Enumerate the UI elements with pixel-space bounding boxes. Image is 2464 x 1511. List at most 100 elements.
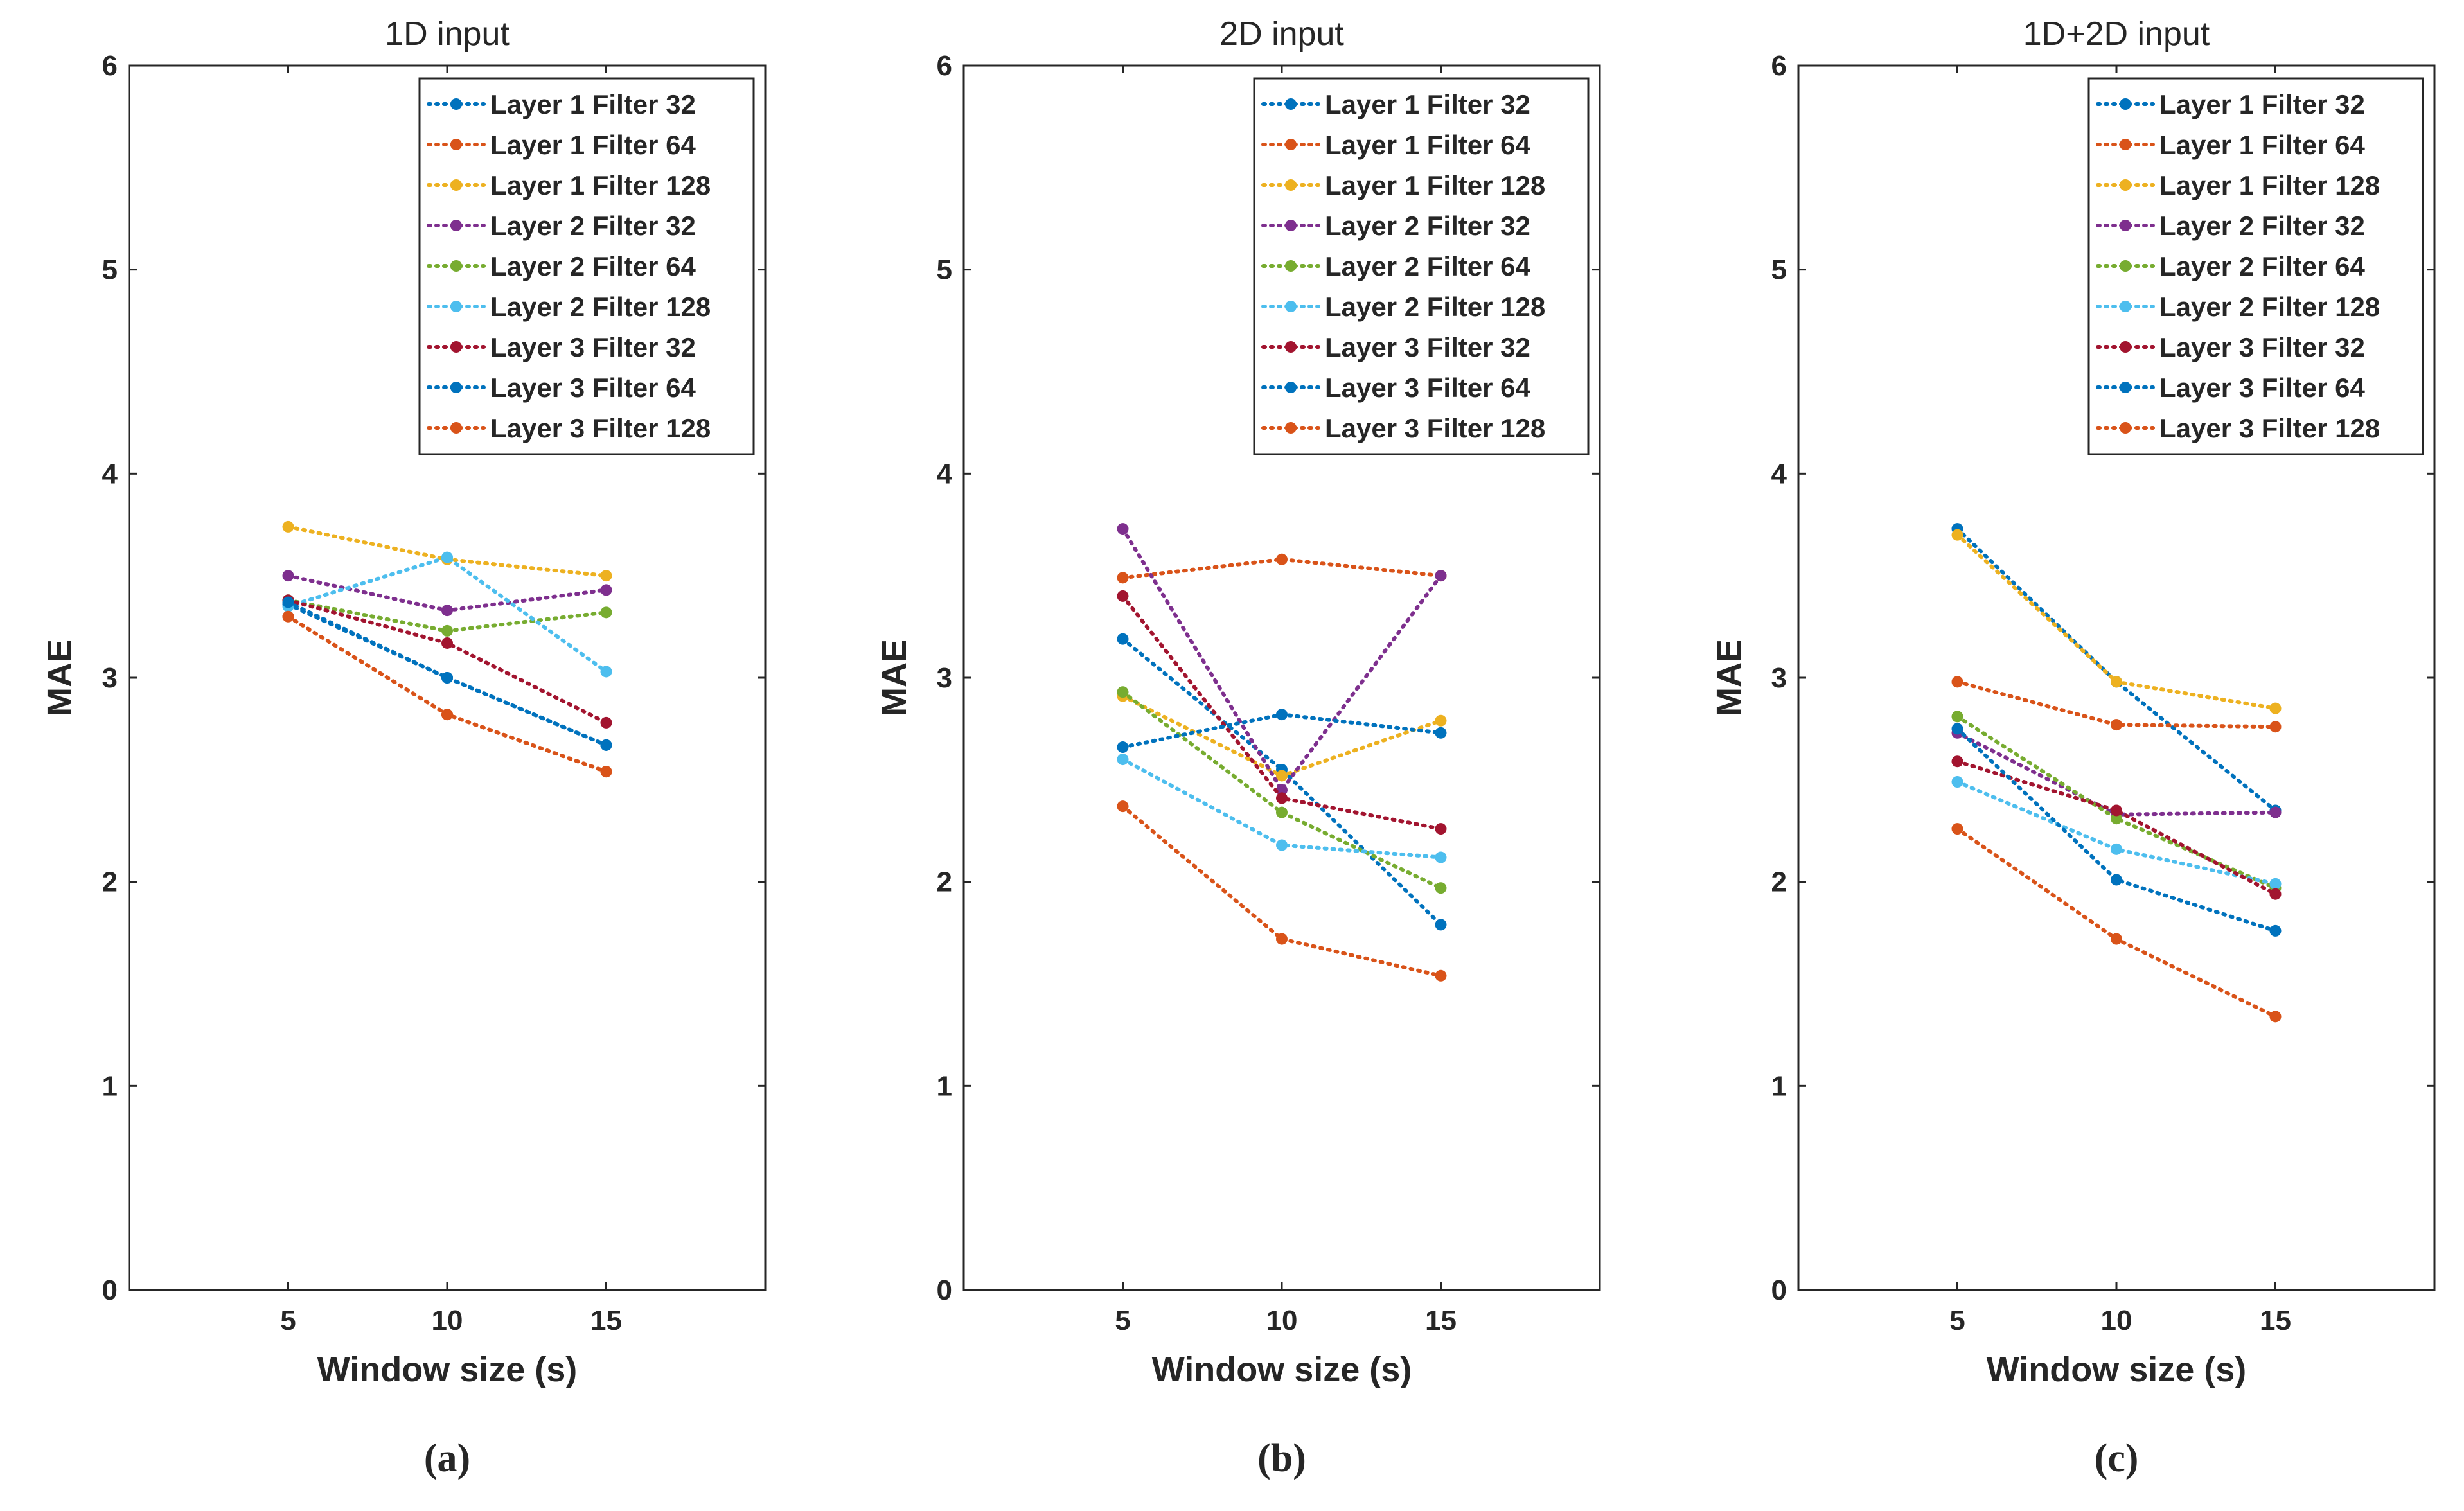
- legend-swatch-marker: [1285, 179, 1297, 191]
- y-tick-label: 6: [937, 50, 952, 82]
- y-tick-label: 1: [1771, 1070, 1787, 1102]
- legend-entry: Layer 2 Filter 128: [490, 292, 711, 322]
- legend-swatch-marker: [1285, 98, 1297, 110]
- legend-entry: Layer 2 Filter 128: [1325, 292, 1545, 322]
- series-line: [1121, 804, 1443, 978]
- data-point: [441, 637, 453, 649]
- legend: Layer 1 Filter 32 Layer 1 Filter 64 Layer …: [2087, 77, 2424, 455]
- data-point: [282, 610, 294, 623]
- series-line: [1955, 527, 2278, 813]
- x-axis-label: Window size (s): [317, 1350, 578, 1389]
- legend-entry: Layer 1 Filter 32: [490, 89, 696, 119]
- series-line: [286, 598, 608, 725]
- y-tick-label: 5: [937, 254, 952, 286]
- data-point: [1951, 723, 1963, 735]
- legend-entry: Layer 2 Filter 32: [2159, 211, 2365, 241]
- data-point: [1951, 676, 1963, 688]
- legend-swatch-marker: [450, 301, 462, 312]
- legend-swatch-marker: [2120, 220, 2131, 231]
- legend-entry: Layer 2 Filter 64: [490, 251, 696, 281]
- data-point: [282, 520, 294, 533]
- data-point: [1951, 776, 1963, 788]
- y-tick-label: 3: [1771, 662, 1787, 694]
- data-point: [2269, 888, 2282, 900]
- data-point: [1435, 714, 1447, 727]
- legend-swatch-marker: [450, 139, 462, 150]
- data-point: [2111, 719, 2122, 731]
- x-tick-label: 15: [2260, 1305, 2291, 1336]
- data-point: [282, 570, 294, 582]
- legend-entry: Layer 3 Filter 128: [1325, 413, 1545, 443]
- x-tick-label: 10: [2101, 1305, 2132, 1336]
- legend-swatch-marker: [450, 179, 462, 191]
- legend: Layer 1 Filter 32 Layer 1 Filter 64 Layer …: [418, 77, 755, 455]
- legend-swatch-marker: [1285, 260, 1297, 272]
- data-point: [2111, 933, 2122, 945]
- data-point: [2111, 676, 2122, 688]
- y-tick-label: 1: [102, 1070, 118, 1102]
- data-point: [600, 739, 612, 751]
- data-point: [1117, 590, 1129, 602]
- legend-entry: Layer 1 Filter 64: [1325, 130, 1530, 160]
- chart-title: 2D input: [1219, 15, 1344, 53]
- data-point: [1276, 770, 1288, 782]
- y-axis-label: MAE: [40, 639, 79, 716]
- legend-entry: Layer 3 Filter 128: [2159, 413, 2380, 443]
- data-point: [1117, 633, 1129, 645]
- legend-entry: Layer 1 Filter 128: [490, 170, 711, 200]
- data-point: [1276, 709, 1288, 721]
- chart-panel-2: 0 1 2 3 4 5 6 5 10 15 2D input Window size (s) MAE (b…: [875, 15, 1601, 1480]
- data-point: [600, 716, 612, 729]
- y-axis-label: MAE: [875, 639, 914, 716]
- data-point: [2269, 924, 2282, 937]
- y-tick-label: 0: [102, 1275, 118, 1306]
- legend-swatch-marker: [1285, 220, 1297, 231]
- y-tick-label: 5: [102, 254, 118, 286]
- x-tick-label: 15: [1425, 1305, 1457, 1336]
- x-tick-label: 5: [1115, 1305, 1130, 1336]
- data-point: [1117, 741, 1129, 754]
- legend-entry: Layer 3 Filter 128: [490, 413, 711, 443]
- data-point: [600, 570, 612, 582]
- y-tick-label: 3: [937, 662, 952, 694]
- chart-title: 1D+2D input: [2023, 15, 2210, 53]
- data-point: [1435, 969, 1447, 982]
- series-line: [1121, 527, 1443, 794]
- data-point: [1435, 727, 1447, 739]
- data-point: [1117, 686, 1129, 698]
- series-line: [286, 555, 608, 674]
- legend-entry: Layer 3 Filter 64: [1325, 373, 1530, 403]
- legend-swatch-marker: [2120, 422, 2131, 434]
- data-point: [1276, 839, 1288, 851]
- data-point: [1435, 570, 1447, 582]
- data-point: [441, 551, 453, 563]
- legend-swatch-marker: [1285, 422, 1297, 434]
- legend-swatch-marker: [450, 382, 462, 393]
- series-line: [286, 524, 608, 578]
- data-point: [282, 596, 294, 608]
- legend-entry: Layer 2 Filter 64: [2159, 251, 2365, 281]
- legend-entry: Layer 1 Filter 32: [2159, 89, 2365, 119]
- data-point: [600, 606, 612, 619]
- panel-caption: (c): [2095, 1436, 2139, 1480]
- legend-entry: Layer 3 Filter 64: [490, 373, 696, 403]
- data-point: [2111, 874, 2122, 886]
- data-point: [1276, 784, 1288, 796]
- y-tick-label: 1: [937, 1070, 952, 1102]
- chart-panel-1: 0 1 2 3 4 5 6 5 10 15 1D input Window size (s) MAE (a…: [40, 15, 767, 1480]
- legend-swatch-marker: [1285, 341, 1297, 353]
- legend-entry: Layer 3 Filter 32: [2159, 332, 2365, 362]
- legend-swatch-marker: [1285, 139, 1297, 150]
- legend-swatch-marker: [2120, 260, 2131, 272]
- legend-entry: Layer 1 Filter 64: [2159, 130, 2365, 160]
- legend-swatch-marker: [2120, 382, 2131, 393]
- legend-swatch-marker: [2120, 98, 2131, 110]
- legend-swatch-marker: [450, 98, 462, 110]
- data-point: [1276, 806, 1288, 818]
- data-point: [1117, 800, 1129, 813]
- data-point: [1435, 851, 1447, 863]
- legend-swatch-marker: [1285, 382, 1297, 393]
- data-point: [1276, 933, 1288, 945]
- data-point: [1435, 919, 1447, 931]
